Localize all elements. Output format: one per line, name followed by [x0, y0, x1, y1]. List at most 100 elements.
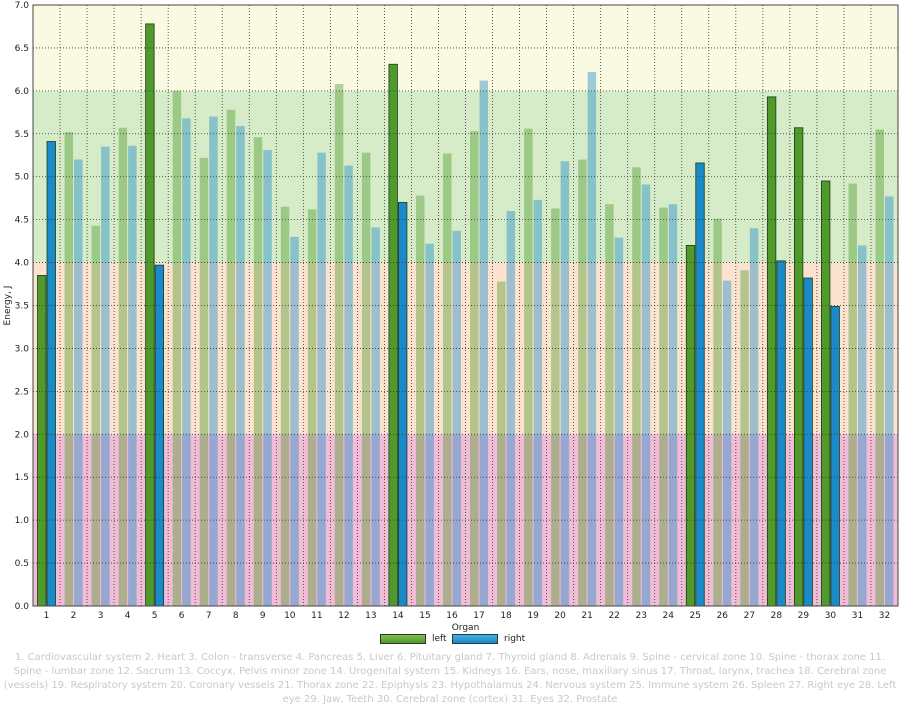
bar-right-12 [344, 165, 353, 606]
x-tick-label-14: 14 [392, 611, 404, 621]
bar-left-12 [334, 83, 344, 606]
bar-left-14 [388, 63, 398, 607]
bar-right-7 [209, 116, 218, 606]
x-tick-label-9: 9 [260, 611, 266, 621]
y-tick-label-1.0: 1.0 [15, 516, 30, 526]
legend-label-left: left [432, 634, 447, 644]
x-tick-label-31: 31 [852, 611, 863, 621]
bar-right-28 [776, 260, 786, 607]
bar-right-22 [614, 237, 624, 606]
y-tick-label-4.0: 4.0 [15, 259, 30, 269]
x-tick-label-18: 18 [500, 611, 512, 621]
x-tick-label-27: 27 [744, 611, 755, 621]
bar-right-31 [857, 245, 867, 606]
y-tick-label-5.0: 5.0 [15, 173, 30, 183]
bar-right-23 [641, 184, 651, 607]
x-tick-label-24: 24 [663, 611, 675, 621]
bar-right-16 [452, 230, 461, 606]
bar-left-24 [659, 207, 668, 606]
bar-left-30 [821, 180, 831, 607]
x-tick-label-16: 16 [446, 611, 458, 621]
bar-right-2 [74, 159, 83, 607]
bar-right-13 [371, 227, 380, 606]
bar-right-24 [668, 204, 678, 606]
x-tick-label-13: 13 [365, 611, 376, 621]
bar-right-27 [749, 228, 759, 606]
bar-left-6 [172, 90, 182, 607]
bar-left-9 [253, 137, 263, 606]
x-tick-label-11: 11 [311, 611, 322, 621]
x-tick-label-15: 15 [419, 611, 430, 621]
bar-right-19 [533, 199, 543, 606]
bar-left-4 [118, 127, 128, 607]
x-tick-label-26: 26 [717, 611, 729, 621]
bar-right-10 [290, 236, 299, 607]
bar-right-6 [182, 118, 191, 607]
bar-left-26 [713, 218, 722, 606]
y-tick-label-3.5: 3.5 [15, 302, 29, 312]
x-tick-label-25: 25 [690, 611, 701, 621]
x-tick-label-8: 8 [233, 611, 239, 621]
x-tick-label-32: 32 [879, 611, 890, 621]
y-tick-label-7.0: 7.0 [15, 1, 30, 11]
bar-right-5 [154, 264, 165, 607]
x-tick-label-4: 4 [125, 611, 131, 621]
bar-left-3 [91, 225, 101, 606]
bar-left-23 [632, 167, 641, 606]
chart-caption: 1. Cardiovascular system 2. Heart 3. Col… [3, 652, 897, 705]
x-tick-label-7: 7 [206, 611, 212, 621]
x-axis-title: Organ [452, 623, 480, 633]
bar-right-30 [830, 305, 840, 607]
bar-right-11 [317, 152, 326, 606]
bar-left-8 [226, 109, 236, 606]
legend-swatch-left [380, 634, 426, 644]
bar-right-4 [128, 145, 137, 606]
bar-right-14 [398, 202, 408, 607]
bar-left-32 [875, 129, 884, 606]
x-tick-label-1: 1 [44, 611, 50, 621]
bar-right-8 [236, 126, 245, 607]
legend-swatch-right [452, 634, 498, 644]
y-tick-label-1.5: 1.5 [15, 473, 29, 483]
y-tick-label-2.0: 2.0 [15, 430, 30, 440]
bar-left-20 [551, 208, 560, 606]
x-tick-label-5: 5 [152, 611, 158, 621]
bar-right-32 [884, 196, 894, 606]
x-tick-label-21: 21 [581, 611, 592, 621]
bar-left-16 [442, 153, 452, 607]
bar-right-29 [803, 277, 813, 607]
bar-right-25 [695, 162, 705, 607]
bar-left-29 [793, 127, 804, 607]
bar-left-1 [37, 275, 47, 607]
plot-frame [32, 4, 899, 607]
bar-right-18 [506, 211, 516, 607]
bar-left-10 [280, 206, 290, 606]
bar-right-17 [479, 80, 489, 607]
bar-left-27 [740, 270, 749, 606]
x-tick-label-17: 17 [473, 611, 484, 621]
bar-left-15 [415, 195, 425, 607]
x-tick-label-10: 10 [284, 611, 296, 621]
bar-right-15 [425, 243, 434, 606]
x-tick-label-30: 30 [825, 611, 837, 621]
x-tick-label-28: 28 [771, 611, 783, 621]
y-tick-label-3.0: 3.0 [15, 344, 30, 354]
bar-left-11 [307, 209, 317, 606]
bar-right-1 [46, 141, 56, 607]
x-tick-label-22: 22 [608, 611, 619, 621]
y-tick-label-0.5: 0.5 [15, 559, 29, 569]
x-tick-label-20: 20 [554, 611, 566, 621]
x-tick-label-3: 3 [98, 611, 104, 621]
legend: left right [380, 633, 540, 647]
bar-left-22 [605, 204, 614, 606]
bar-left-2 [64, 132, 74, 606]
x-tick-label-12: 12 [338, 611, 349, 621]
bar-left-21 [578, 159, 587, 607]
bar-right-26 [722, 280, 732, 606]
y-tick-label-2.5: 2.5 [15, 387, 29, 397]
bar-left-25 [685, 244, 696, 607]
bar-right-3 [101, 146, 110, 606]
bar-left-19 [524, 128, 533, 607]
